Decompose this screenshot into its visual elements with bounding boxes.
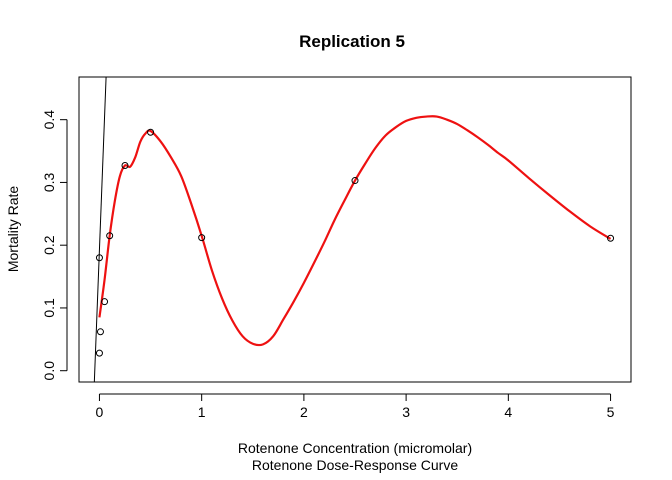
data-point xyxy=(101,298,109,306)
chart-title: Replication 5 xyxy=(299,32,405,51)
plot-area xyxy=(93,77,612,382)
data-point xyxy=(198,234,206,242)
data-point xyxy=(95,254,103,262)
y-tick-label: 0.3 xyxy=(41,172,57,192)
data-point xyxy=(147,128,155,136)
reference-line xyxy=(93,77,107,382)
x-tick-label: 5 xyxy=(607,404,615,420)
data-point xyxy=(607,234,615,242)
x-axis-sublabel: Rotenone Dose-Response Curve xyxy=(252,457,458,473)
x-tick-label: 0 xyxy=(96,404,104,420)
y-tick-label: 0.0 xyxy=(41,361,57,381)
y-axis-label: Mortality Rate xyxy=(5,186,21,273)
x-axis-label: Rotenone Concentration (micromolar) xyxy=(238,440,472,456)
data-point xyxy=(95,349,103,357)
y-tick-label: 0.1 xyxy=(41,298,57,318)
smooth-curve xyxy=(98,115,612,347)
data-point xyxy=(351,177,359,185)
data-point xyxy=(121,161,129,169)
data-point xyxy=(106,232,114,240)
smooth-curve-layer xyxy=(98,115,612,347)
points-layer xyxy=(95,128,615,357)
x-tick-label: 3 xyxy=(402,404,410,420)
y-axis: 0.0 0.1 0.2 0.3 0.4 xyxy=(41,110,68,381)
x-tick-label: 2 xyxy=(300,404,308,420)
plot-frame xyxy=(78,76,632,383)
x-tick-label: 1 xyxy=(198,404,206,420)
x-axis: 0 1 2 3 4 5 xyxy=(96,393,615,420)
y-tick-label: 0.2 xyxy=(41,235,57,255)
data-point xyxy=(96,328,104,336)
x-tick-label: 4 xyxy=(504,404,512,420)
y-tick-label: 0.4 xyxy=(41,110,57,130)
reference-line-layer xyxy=(93,77,107,382)
